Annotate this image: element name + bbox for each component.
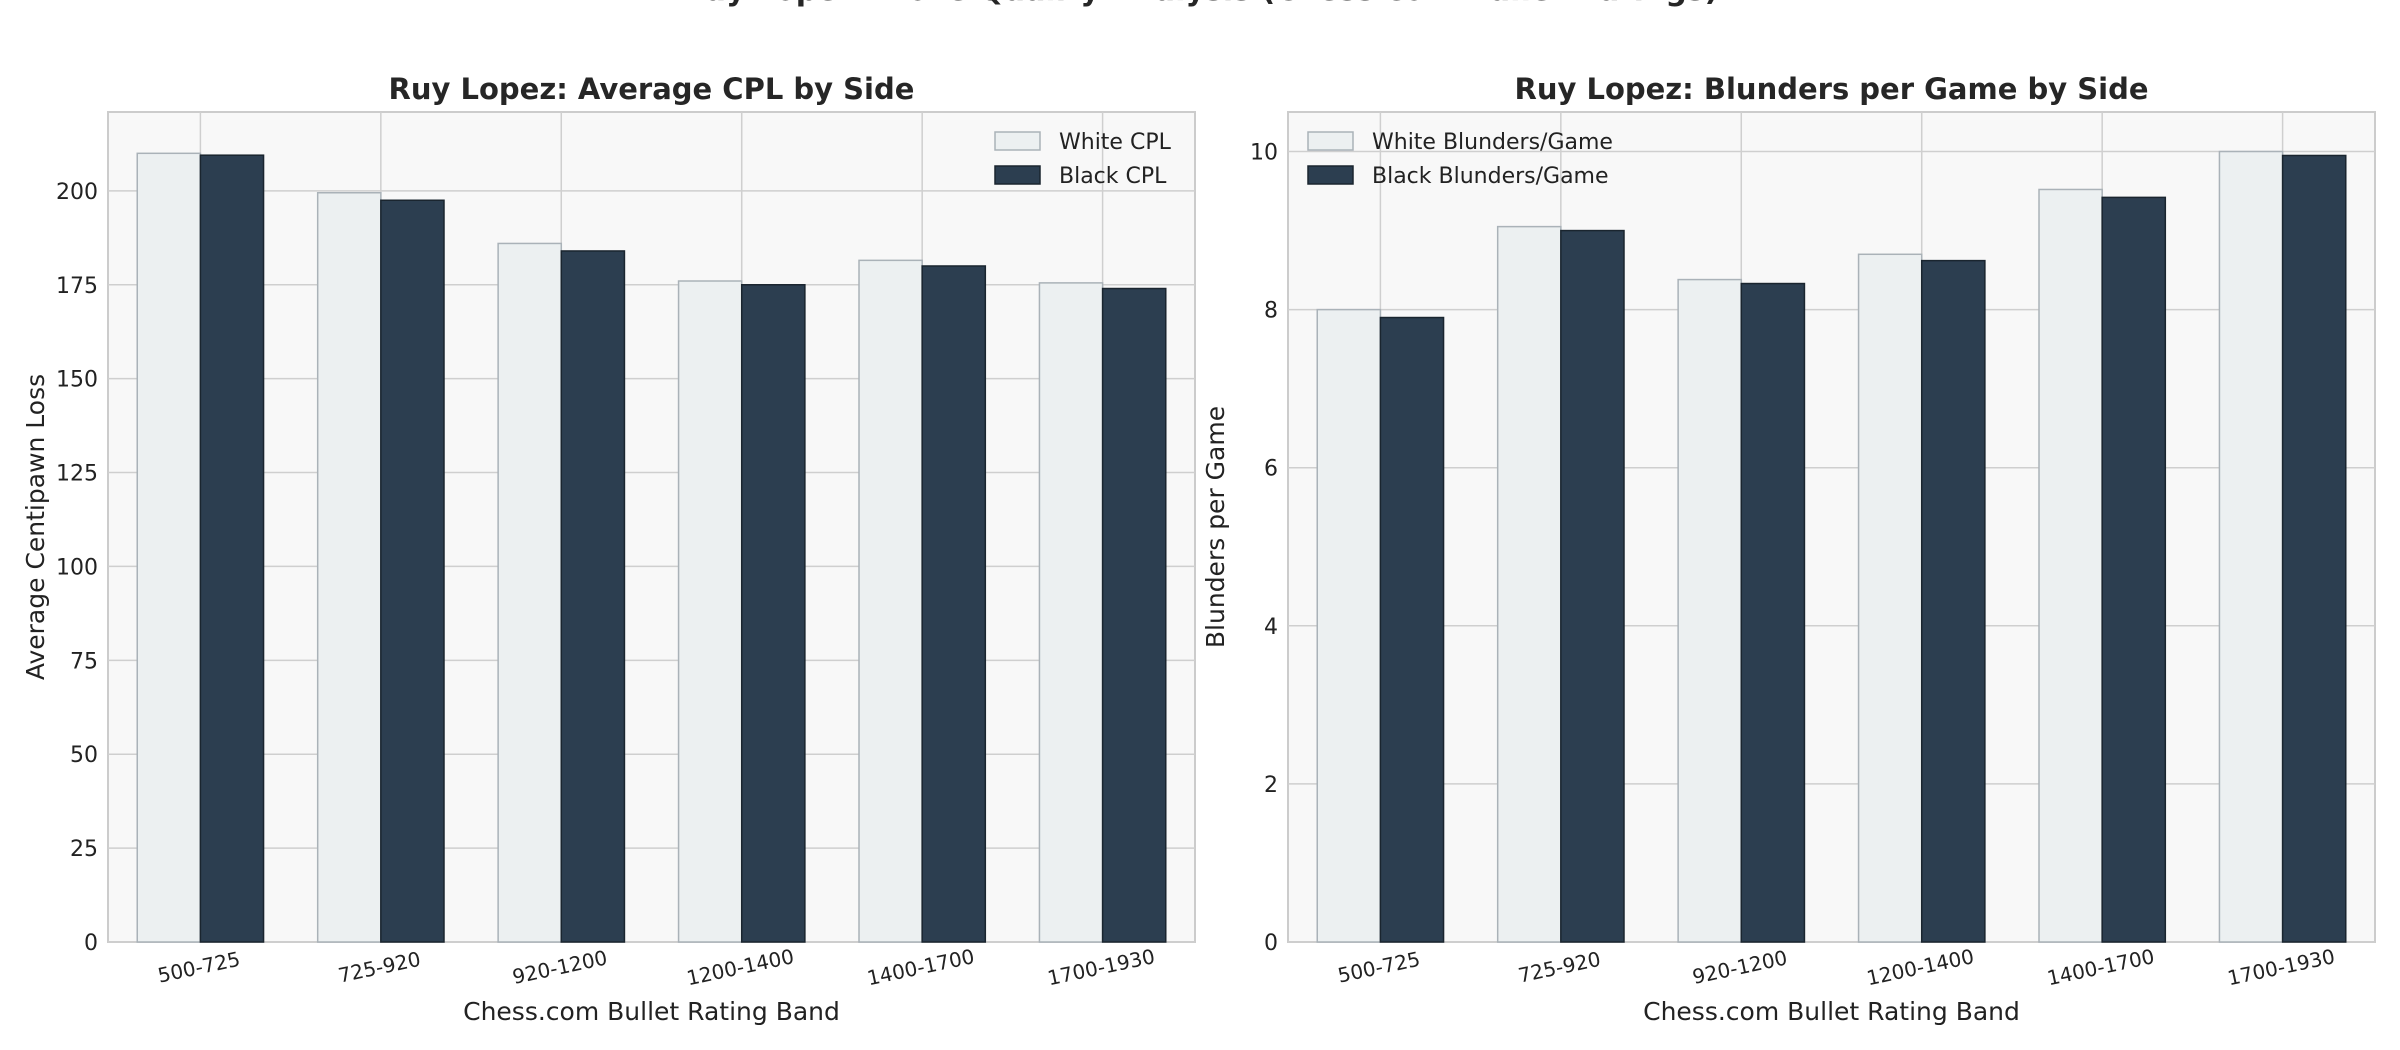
legend-label: White Blunders/Game [1372,130,1613,155]
y-tick-label: 25 [70,837,98,862]
y-tick-label: 125 [56,462,98,487]
legend-label: Black CPL [1059,164,1167,189]
y-tick-label: 0 [84,931,98,956]
y-tick-label: 0 [1264,931,1278,956]
y-tick-label: 6 [1264,457,1278,482]
bars [1316,150,2347,943]
bar-black [2281,154,2347,943]
bar-white [677,280,743,943]
y-axis-label: Average Centipawn Loss [21,374,50,680]
y-tick-label: 50 [70,743,98,768]
legend-label: Black Blunders/Game [1372,164,1609,189]
x-tick-label: 1200-1400 [684,944,796,990]
bar-white [136,152,202,943]
x-tick-label: 1400-1700 [865,944,977,990]
legend-label: White CPL [1059,130,1172,155]
bar-black [380,199,445,943]
x-tick-label: 1200-1400 [1864,944,1976,990]
chart-panel-2: 0 2 4 6 8 10 500-725 725-920 920-1200 1200-1400 14… [1201,72,2376,1026]
bar-black [1740,282,1806,943]
bar-black [740,284,806,943]
bar-black [1560,229,1625,943]
x-tick-label: 500-725 [1336,947,1423,988]
y-tick-label: 75 [70,649,98,674]
bar-black [2101,196,2167,943]
y-tick-label: 10 [1250,141,1278,166]
legend-swatch-black [1307,165,1354,185]
x-tick-label: 1400-1700 [2045,944,2157,990]
legend-swatch-white [1307,131,1354,151]
chart-title: Ruy Lopez: Average CPL by Side [389,72,915,106]
chart-title: Ruy Lopez: Blunders per Game by Side [1515,72,2149,106]
x-tick-label: 1700-1930 [2225,944,2337,990]
bar-white [1677,278,1743,943]
x-axis-label: Chess.com Bullet Rating Band [1643,997,2020,1026]
bar-black [199,154,265,943]
bar-white [316,191,382,943]
chart-panel-1: 0 25 50 75 100 125 150 175 200 500-725 725-920 920-… [21,72,1196,1026]
y-tick-label: 8 [1264,299,1278,324]
legend-swatch-black [994,165,1041,185]
y-tick-label: 200 [56,180,98,205]
bar-black [921,265,987,943]
legend: White CPL Black CPL [994,130,1172,189]
y-tick-label: 2 [1264,773,1278,798]
x-axis-label: Chess.com Bullet Rating Band [463,997,840,1026]
bar-white [1857,253,1923,943]
y-tick-label: 150 [56,368,98,393]
y-tick-label: 100 [56,555,98,580]
bar-white [497,242,563,943]
bar-white [1316,308,1382,943]
x-tick-label: 920-1200 [510,945,609,988]
x-tick-label: 725-920 [1516,947,1603,988]
x-tick-label: 725-920 [336,947,423,988]
plot-area [1287,111,2376,943]
plot-area [107,111,1196,943]
legend-swatch-white [994,131,1041,151]
bar-white [1038,282,1104,943]
bar-white [858,259,923,943]
figure-title: Ruy Lopez: Move Quality Analysis (Chess.… [682,0,1719,8]
bar-white [1496,225,1562,943]
bar-black [560,250,626,943]
bar-white [2218,150,2284,943]
bars [136,152,1167,943]
y-axis-label: Blunders per Game [1201,406,1230,648]
bar-black [1379,316,1445,943]
x-tick-label: 1700-1930 [1045,944,1157,990]
bar-black [1920,259,1986,943]
x-tick-label: 500-725 [156,947,243,988]
y-tick-label: 4 [1264,615,1278,640]
y-tick-label: 175 [56,274,98,299]
legend: White Blunders/Game Black Blunders/Game [1307,130,1613,189]
bar-white [2038,188,2103,943]
bar-black [1101,287,1167,943]
x-tick-label: 920-1200 [1690,945,1789,988]
